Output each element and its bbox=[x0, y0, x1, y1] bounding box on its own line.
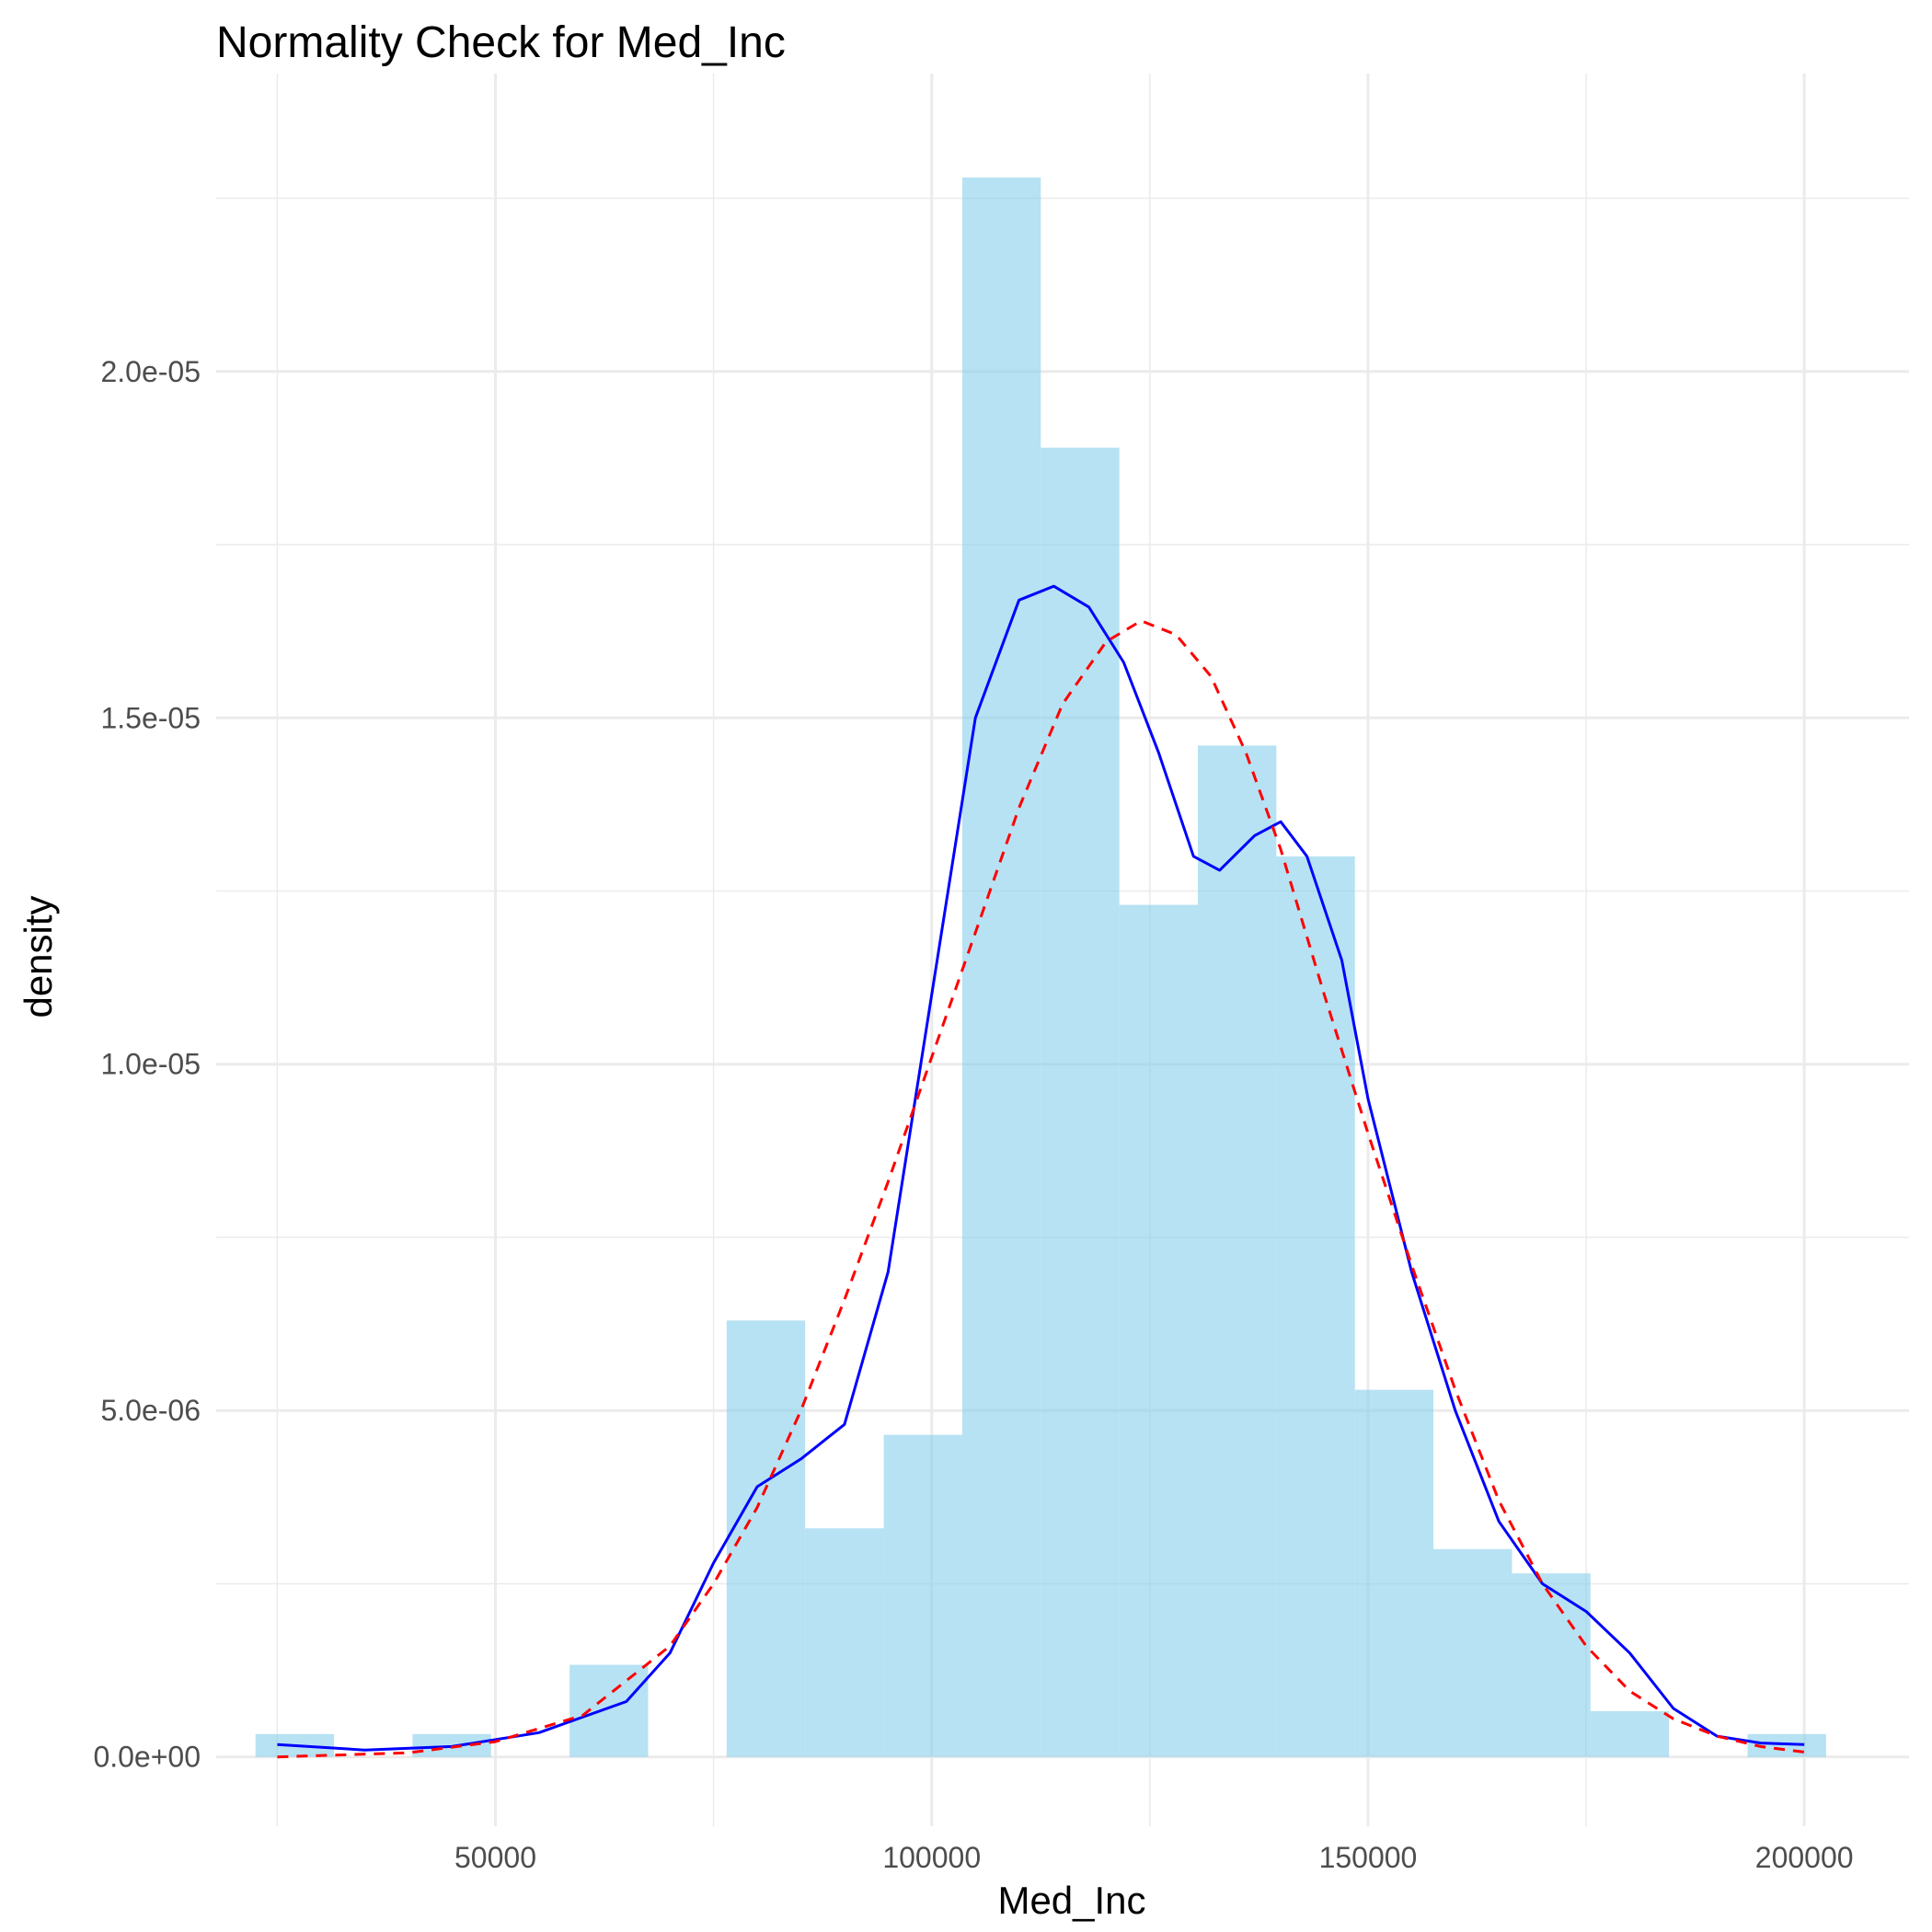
density-curves bbox=[277, 584, 1805, 1759]
y-tick-label: 1.0e-05 bbox=[100, 1048, 201, 1081]
chart-title: Normality Check for Med_Inc bbox=[216, 18, 786, 67]
y-tick-label: 5.0e-06 bbox=[100, 1394, 201, 1427]
histogram-bars bbox=[255, 177, 1826, 1757]
x-tick-label: 50000 bbox=[454, 1841, 536, 1874]
histogram-bar bbox=[883, 1434, 962, 1757]
histogram-bar bbox=[1119, 904, 1199, 1757]
histogram-bar bbox=[569, 1664, 649, 1757]
y-tick-label: 0.0e+00 bbox=[93, 1741, 201, 1774]
y-tick-label: 1.5e-05 bbox=[100, 701, 201, 734]
x-axis-title: Med_Inc bbox=[997, 1879, 1145, 1922]
x-tick-label: 150000 bbox=[1319, 1841, 1418, 1874]
histogram-bar bbox=[1433, 1548, 1512, 1757]
x-tick-label: 200000 bbox=[1755, 1841, 1854, 1874]
normal-curve-line bbox=[277, 619, 1805, 1759]
histogram-bar bbox=[1198, 745, 1277, 1757]
tick-labels: 50000 100000 150000 200000 0.0e+00 5.0e-06 1.0… bbox=[93, 355, 1853, 1874]
density-curve-line bbox=[277, 584, 1805, 1752]
y-axis-title: density bbox=[17, 895, 60, 1018]
y-tick-label: 2.0e-05 bbox=[100, 355, 201, 388]
histogram-bar bbox=[805, 1528, 884, 1757]
histogram-bar bbox=[1590, 1711, 1670, 1757]
x-tick-label: 100000 bbox=[882, 1841, 981, 1874]
histogram-bar bbox=[1354, 1389, 1434, 1757]
histogram-bar bbox=[1276, 856, 1355, 1757]
histogram-bar bbox=[1041, 447, 1120, 1757]
histogram-bar bbox=[961, 177, 1041, 1757]
histogram-bar bbox=[1512, 1573, 1591, 1757]
